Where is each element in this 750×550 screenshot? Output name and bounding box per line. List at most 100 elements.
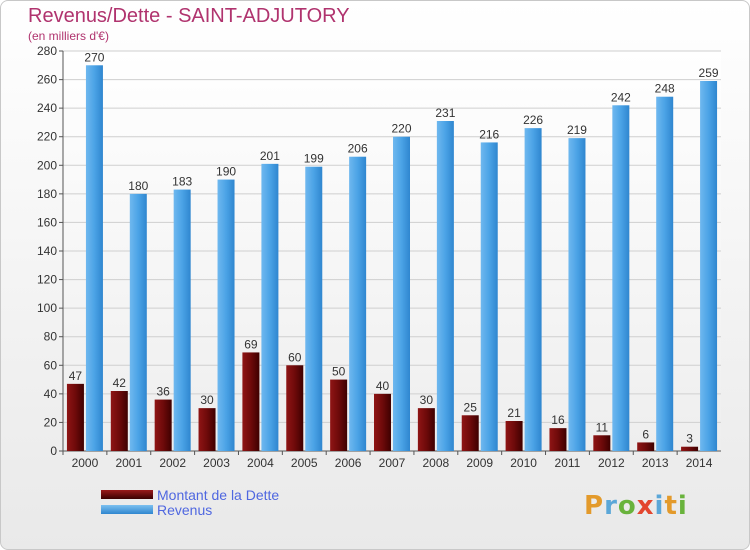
bar-dette [374, 393, 391, 451]
y-tick-label: 80 [44, 330, 58, 344]
y-tick-label: 260 [37, 73, 57, 87]
data-label-dette: 69 [244, 337, 258, 351]
data-label-dette: 30 [200, 393, 214, 407]
data-label-revenus: 259 [699, 66, 719, 80]
y-tick-label: 200 [37, 158, 57, 172]
y-tick-label: 280 [37, 44, 57, 58]
y-tick-label: 120 [37, 273, 57, 287]
x-tick-label: 2014 [686, 456, 713, 470]
bar-dette [286, 365, 304, 451]
bar-dette [681, 446, 699, 451]
data-label-revenus: 231 [435, 106, 455, 120]
data-label-revenus: 216 [479, 127, 499, 141]
x-tick-label: 2001 [115, 456, 142, 470]
data-label-revenus: 219 [567, 123, 587, 137]
chart-title: Revenus/Dette - SAINT-ADJUTORY [28, 5, 350, 27]
logo-letter: P [584, 491, 605, 521]
logo-letter: i [654, 491, 665, 521]
y-tick-label: 0 [50, 444, 57, 458]
bar-dette [637, 442, 655, 451]
data-label-dette: 25 [464, 400, 478, 414]
data-label-dette: 30 [420, 393, 434, 407]
x-tick-label: 2013 [642, 456, 669, 470]
bar-revenus [349, 156, 367, 451]
bar-revenus [261, 163, 279, 451]
x-tick-label: 2007 [379, 456, 406, 470]
data-label-dette: 21 [507, 406, 521, 420]
data-label-dette: 36 [156, 385, 170, 399]
bar-dette [549, 428, 567, 451]
bar-revenus [568, 138, 586, 451]
y-tick-label: 20 [44, 415, 58, 429]
legend-label-dette: Montant de la Dette [157, 486, 280, 503]
bar-dette [461, 415, 479, 451]
bar-revenus [129, 193, 147, 451]
data-label-revenus: 180 [128, 179, 148, 193]
data-label-dette: 50 [332, 365, 346, 379]
x-tick-label: 2000 [72, 456, 99, 470]
legend-swatch-revenus [101, 505, 153, 514]
logo-letter: r [604, 491, 618, 521]
x-tick-label: 2004 [247, 456, 274, 470]
y-tick-label: 140 [37, 244, 57, 258]
x-tick-label: 2010 [510, 456, 537, 470]
data-label-dette: 60 [288, 350, 302, 364]
x-tick-label: 2008 [423, 456, 450, 470]
logo-letter: x [636, 491, 655, 521]
legend-label-revenus: Revenus [157, 501, 213, 518]
bar-dette [417, 408, 435, 451]
bar-revenus [480, 142, 498, 451]
x-tick-label: 2012 [598, 456, 625, 470]
x-tick-label: 2005 [291, 456, 318, 470]
bar-revenus [612, 105, 630, 452]
data-label-revenus: 190 [216, 165, 236, 179]
legend: Montant de la Dette Revenus [101, 486, 280, 518]
data-label-dette: 47 [69, 369, 83, 383]
bar-revenus [700, 81, 718, 451]
bar-dette [593, 435, 611, 451]
bar-dette [330, 379, 348, 451]
data-label-revenus: 226 [523, 113, 543, 127]
data-label-revenus: 183 [172, 175, 192, 189]
logo-letter: i [677, 491, 688, 521]
bar-revenus [85, 65, 103, 452]
data-label-revenus: 248 [655, 82, 675, 96]
data-label-revenus: 199 [304, 152, 324, 166]
data-label-dette: 42 [113, 376, 127, 390]
bar-dette [154, 399, 172, 451]
y-tick-label: 180 [37, 187, 57, 201]
bar-revenus [524, 128, 542, 451]
bar-revenus [217, 179, 235, 452]
bar-dette [242, 352, 260, 451]
y-tick-label: 220 [37, 130, 57, 144]
x-tick-label: 2003 [203, 456, 230, 470]
x-tick-label: 2002 [159, 456, 186, 470]
legend-item-dette: Montant de la Dette [101, 486, 280, 503]
chart-subtitle: (en milliers d'€) [28, 29, 109, 43]
y-tick-label: 160 [37, 215, 57, 229]
data-label-dette: 3 [686, 432, 693, 446]
proxiti-logo: Proxiti [584, 491, 688, 521]
y-tick-label: 100 [37, 301, 57, 315]
bar-dette [198, 408, 216, 451]
data-label-dette: 40 [376, 379, 390, 393]
y-tick-label: 240 [37, 101, 57, 115]
y-tick-label: 60 [44, 358, 58, 372]
bar-revenus [305, 166, 323, 451]
data-label-revenus: 270 [84, 50, 104, 64]
data-label-dette: 11 [596, 420, 609, 434]
data-label-revenus: 206 [348, 142, 368, 156]
logo-letter: o [617, 491, 637, 521]
legend-swatch-dette [101, 490, 153, 499]
bar-revenus [656, 96, 674, 451]
data-label-revenus: 242 [611, 90, 631, 104]
x-tick-label: 2011 [555, 456, 581, 470]
bar-revenus [393, 136, 410, 451]
bar-dette [505, 421, 523, 451]
bar-dette [110, 391, 128, 451]
x-tick-label: 2009 [466, 456, 493, 470]
bar-revenus [173, 189, 191, 452]
bar-dette [66, 383, 84, 451]
